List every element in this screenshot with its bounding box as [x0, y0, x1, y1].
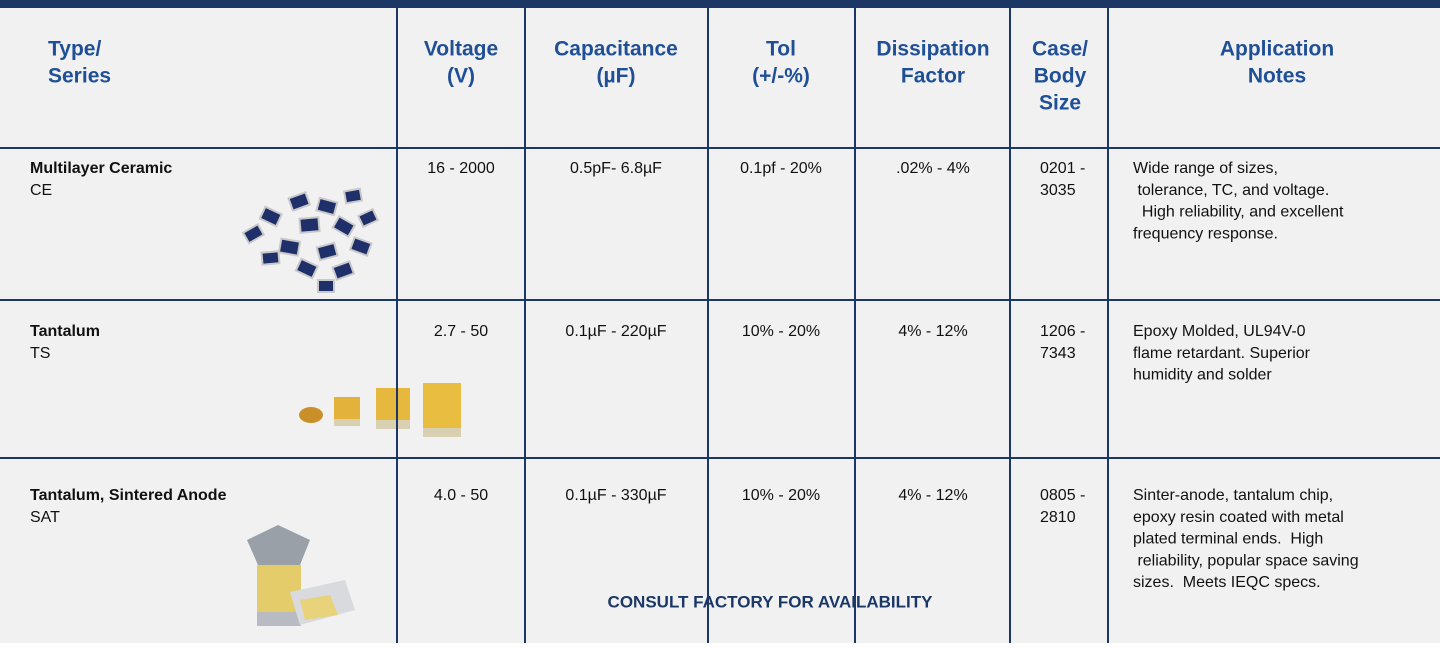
- case-size: 3035: [1040, 182, 1076, 199]
- capacitor-table: Type/Series Voltage (V) Capacitance (µF) Tol (…: [0, 0, 1440, 643]
- column-divider: [707, 0, 709, 643]
- application-note: epoxy resin coated with metal: [1133, 509, 1344, 526]
- application-note: High reliability, and excellent: [1133, 204, 1344, 221]
- case-size: 0201 -: [1040, 160, 1085, 177]
- header-cell: (µF): [597, 65, 636, 88]
- capacitance: 0.1µF - 330µF: [565, 487, 666, 504]
- column-divider: [854, 0, 856, 643]
- column-divider: [396, 0, 398, 643]
- header-cell: Body: [1034, 65, 1087, 88]
- column-divider: [1107, 0, 1109, 643]
- dissipation: 4% - 12%: [898, 487, 967, 504]
- case-size: 7343: [1040, 345, 1076, 362]
- application-note: Sinter-anode, tantalum chip,: [1133, 487, 1333, 504]
- top-bar: [0, 0, 1440, 8]
- application-note: Epoxy Molded, UL94V-0: [1133, 323, 1306, 340]
- row-divider: [0, 147, 1440, 149]
- series-code: CE: [30, 182, 52, 199]
- header-cell: Case/: [1032, 38, 1088, 61]
- footnote: CONSULT FACTORY FOR AVAILABILITY: [608, 592, 934, 611]
- column-divider: [524, 0, 526, 643]
- application-note: flame retardant. Superior: [1133, 345, 1311, 362]
- application-note: frequency response.: [1133, 225, 1278, 242]
- tolerance: 10% - 20%: [742, 323, 820, 340]
- dissipation: .02% - 4%: [896, 160, 970, 177]
- header-cell: Type/: [48, 38, 101, 61]
- tolerance: 10% - 20%: [742, 487, 820, 504]
- page: Type/Series Voltage (V) Capacitance (µF) Tol (…: [0, 0, 1440, 643]
- voltage: 4.0 - 50: [434, 487, 488, 504]
- case-size: 0805 -: [1040, 487, 1085, 504]
- header-cell: (+/-%): [752, 65, 810, 88]
- header-cell: Voltage: [424, 38, 498, 61]
- row-divider: [0, 299, 1440, 301]
- tolerance: 0.1pf - 20%: [740, 160, 822, 177]
- voltage: 16 - 2000: [427, 160, 495, 177]
- series-code: SAT: [30, 509, 60, 526]
- application-note: sizes. Meets IEQC specs.: [1133, 574, 1321, 591]
- header-cell: (V): [447, 65, 475, 88]
- application-note: humidity and solder: [1133, 367, 1272, 384]
- voltage: 2.7 - 50: [434, 323, 488, 340]
- column-divider: [1009, 0, 1011, 643]
- header-cell: Series: [48, 65, 111, 88]
- header-cell: Capacitance: [554, 38, 678, 61]
- capacitance: 0.1µF - 220µF: [565, 323, 666, 340]
- series-code: TS: [30, 345, 50, 362]
- type-name: Multilayer Ceramic: [30, 160, 172, 177]
- header-cell: Tol: [766, 38, 796, 61]
- dissipation: 4% - 12%: [898, 323, 967, 340]
- application-note: plated terminal ends. High: [1133, 531, 1323, 548]
- case-size: 1206 -: [1040, 323, 1085, 340]
- header-cell: Size: [1039, 92, 1081, 115]
- header-cell: Dissipation: [876, 38, 989, 61]
- case-size: 2810: [1040, 509, 1076, 526]
- application-note: tolerance, TC, and voltage.: [1133, 182, 1329, 199]
- capacitance: 0.5pF- 6.8µF: [570, 160, 662, 177]
- header-cell: Factor: [901, 65, 965, 88]
- application-note: reliability, popular space saving: [1133, 552, 1359, 569]
- header-cell: Notes: [1248, 65, 1306, 88]
- row-divider: [0, 457, 1440, 459]
- type-name: Tantalum: [30, 323, 100, 340]
- header-cell: Application: [1220, 38, 1334, 61]
- type-name: Tantalum, Sintered Anode: [30, 487, 227, 504]
- application-note: Wide range of sizes,: [1133, 160, 1278, 177]
